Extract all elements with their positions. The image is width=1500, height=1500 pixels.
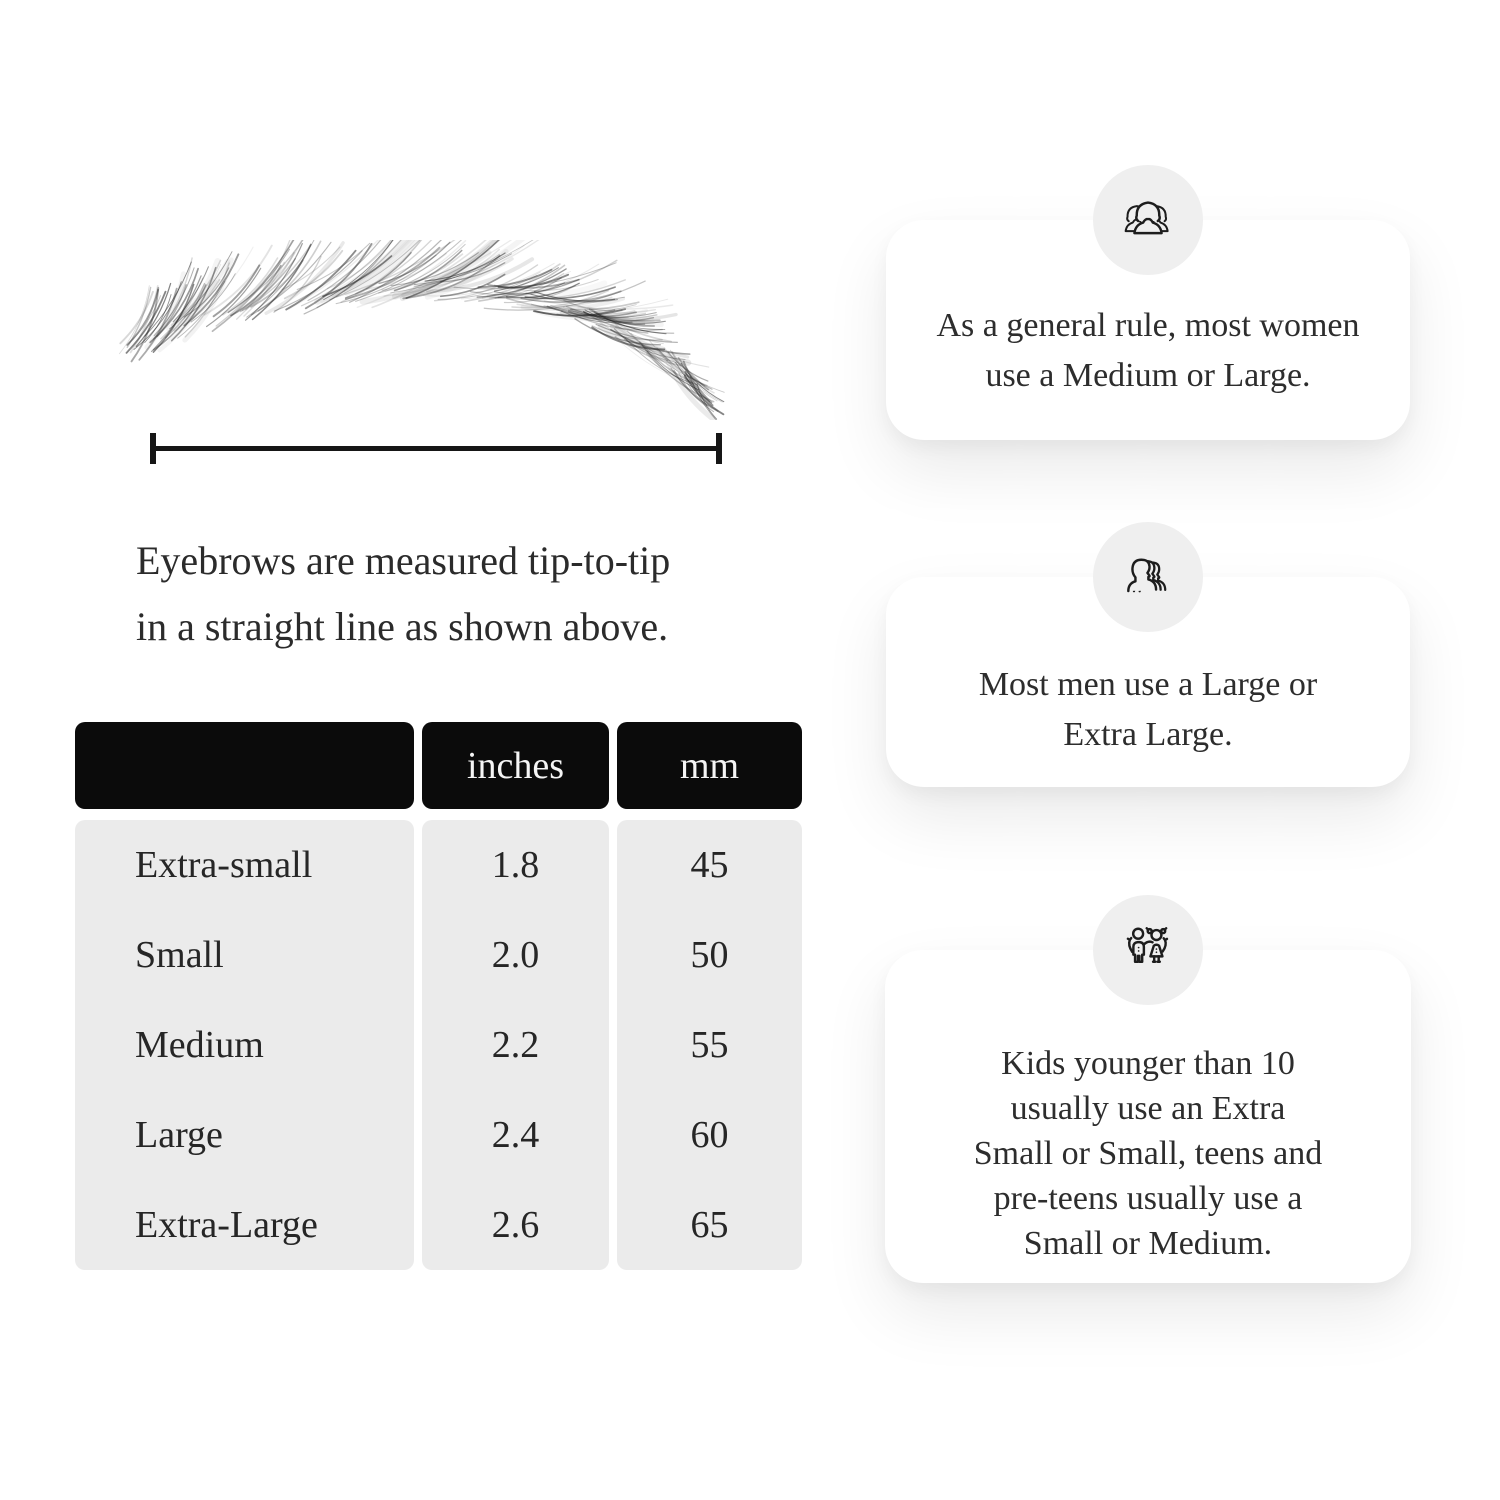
size-label: Medium [135, 1024, 264, 1066]
inches-value: 2.4 [491, 1114, 540, 1156]
mm-value: 65 [690, 1204, 729, 1246]
men-group-icon [1127, 558, 1167, 593]
kids-icon [1126, 927, 1169, 964]
mm-value: 55 [690, 1024, 729, 1066]
size-label: Large [135, 1114, 223, 1156]
inches-value: 2.2 [491, 1024, 540, 1066]
measurement-line-right-cap [716, 433, 722, 464]
kids-icon-circle [1093, 895, 1203, 1005]
size-table-header-mm: mm [617, 722, 802, 809]
size-label: Extra-Large [135, 1204, 318, 1246]
size-label: Extra-small [135, 844, 313, 886]
inches-value: 2.6 [491, 1204, 540, 1246]
women-group-icon [1124, 201, 1169, 235]
mm-value: 50 [690, 934, 729, 976]
size-table-mm-column: 45 50 55 60 65 [617, 820, 802, 1270]
mm-value: 45 [690, 844, 729, 886]
eyebrow-illustration [119, 240, 725, 420]
men-icon-circle [1093, 522, 1203, 632]
size-label: Small [135, 934, 224, 976]
measurement-line-left-cap [150, 433, 156, 464]
card-kids-text: Kids younger than 10 usually use an Extr… [973, 1045, 1323, 1262]
card-kids: Kids younger than 10 usually use an Extr… [885, 950, 1411, 1283]
mm-value: 60 [690, 1114, 729, 1156]
size-table-label-column: Extra-small Small Medium Large Extra-Lar… [75, 820, 414, 1270]
women-icon-circle [1093, 165, 1203, 275]
card-women-text: As a general rule, most women use a Medi… [936, 307, 1360, 394]
inches-value: 2.0 [491, 934, 540, 976]
measurement-line [150, 433, 722, 464]
size-table-header-inches: inches [422, 722, 609, 809]
size-table-header-size [75, 722, 414, 809]
measurement-caption: Eyebrows are measured tip-to-tip in a st… [136, 538, 671, 649]
size-table-inches-column: 1.8 2.0 2.2 2.4 2.6 [422, 820, 609, 1270]
inches-value: 1.8 [491, 844, 540, 886]
card-men-text: Most men use a Large or Extra Large. [978, 665, 1318, 753]
